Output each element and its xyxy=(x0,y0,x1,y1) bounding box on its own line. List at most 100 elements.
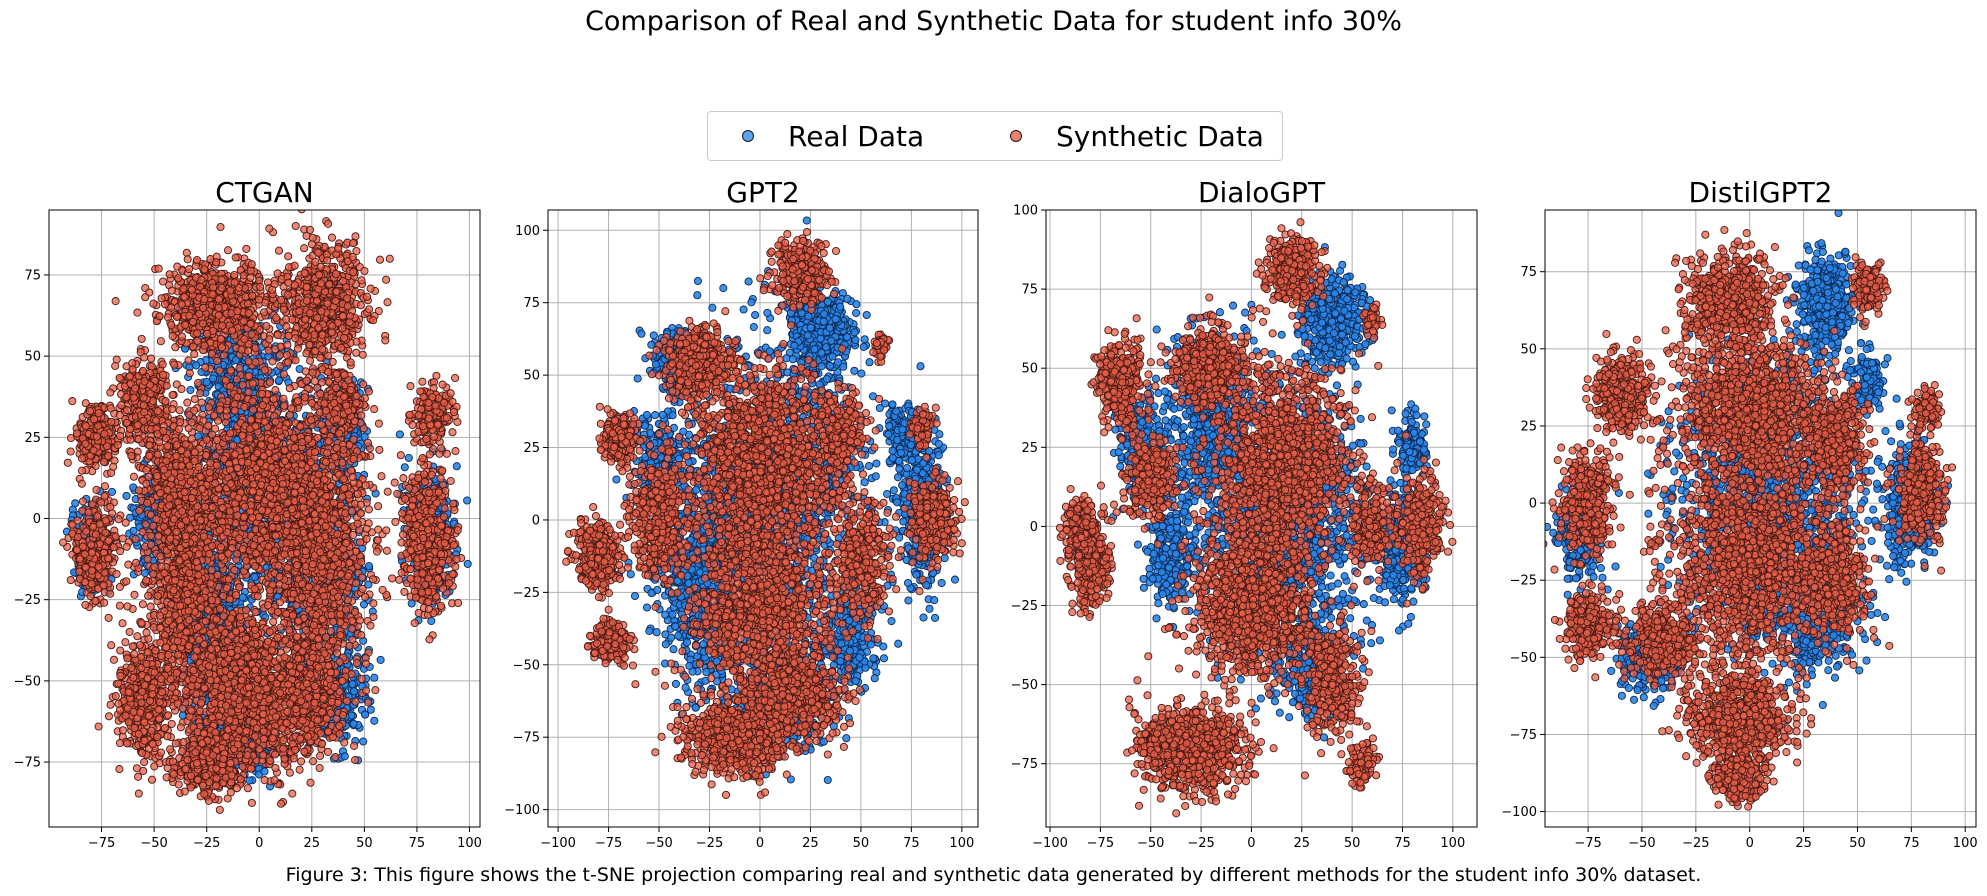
synthetic-point xyxy=(265,224,274,233)
synthetic-point xyxy=(260,308,269,317)
synthetic-point xyxy=(193,336,202,345)
synthetic-point xyxy=(365,305,374,314)
real-point xyxy=(274,376,283,385)
synthetic-point xyxy=(324,219,333,228)
synthetic-point xyxy=(256,282,265,291)
synthetic-point xyxy=(312,297,321,306)
synthetic-point xyxy=(235,364,244,373)
synthetic-point xyxy=(357,276,366,285)
synthetic-point xyxy=(356,301,365,310)
synthetic-point xyxy=(179,284,188,293)
synthetic-point xyxy=(360,266,369,276)
synthetic-point xyxy=(200,295,209,304)
synthetic-point xyxy=(293,344,302,353)
real-point xyxy=(404,453,413,462)
real-point xyxy=(359,737,368,746)
synthetic-point xyxy=(154,264,163,273)
synthetic-point xyxy=(305,340,314,349)
synthetic-point xyxy=(197,275,206,284)
synthetic-point xyxy=(300,244,309,253)
synthetic-point xyxy=(167,321,176,330)
synthetic-point xyxy=(305,225,315,234)
synthetic-point xyxy=(343,302,352,311)
real-point xyxy=(245,776,254,785)
synthetic-point xyxy=(331,296,340,305)
synthetic-point xyxy=(381,336,390,345)
real-point xyxy=(463,559,472,568)
synthetic-point xyxy=(200,341,209,350)
synthetic-point xyxy=(223,246,233,255)
synthetic-point xyxy=(155,312,164,321)
synthetic-point xyxy=(177,300,186,309)
synthetic-point xyxy=(301,315,310,324)
synthetic-point xyxy=(248,291,257,300)
real-point xyxy=(202,377,211,386)
synthetic-point xyxy=(165,270,174,279)
synthetic-point xyxy=(239,271,248,280)
real-point xyxy=(452,462,461,471)
synthetic-point xyxy=(302,283,311,292)
synthetic-point xyxy=(291,221,300,231)
synthetic-point xyxy=(383,298,392,307)
synthetic-point xyxy=(284,252,293,261)
synthetic-point xyxy=(230,278,239,287)
synthetic-point xyxy=(214,311,223,320)
synthetic-point xyxy=(300,268,309,278)
real-point xyxy=(349,719,358,728)
real-point xyxy=(122,491,131,500)
synthetic-point xyxy=(193,329,202,338)
synthetic-point xyxy=(181,320,190,329)
real-point xyxy=(400,463,409,472)
synthetic-point xyxy=(156,337,165,346)
synthetic-point xyxy=(226,286,235,295)
synthetic-point xyxy=(133,308,142,317)
synthetic-point xyxy=(231,253,240,262)
real-point xyxy=(349,687,359,696)
real-point xyxy=(370,673,379,682)
synthetic-point xyxy=(203,329,212,338)
synthetic-point xyxy=(198,319,208,328)
synthetic-point xyxy=(247,330,256,339)
synthetic-point xyxy=(283,340,292,349)
synthetic-point xyxy=(382,275,391,284)
synthetic-point xyxy=(268,285,277,294)
synthetic-point xyxy=(323,299,332,308)
synthetic-point xyxy=(242,244,251,253)
synthetic-point xyxy=(271,386,280,395)
synthetic-point xyxy=(291,356,300,365)
synthetic-point xyxy=(216,334,225,344)
synthetic-point xyxy=(284,331,293,340)
synthetic-point xyxy=(172,312,181,321)
synthetic-point xyxy=(243,299,253,308)
synthetic-point xyxy=(185,265,194,274)
synthetic-point xyxy=(214,295,223,304)
synthetic-point xyxy=(246,319,255,329)
figure-title: Comparison of Real and Synthetic Data fo… xyxy=(0,6,1987,37)
synthetic-point xyxy=(187,285,197,294)
synthetic-point xyxy=(363,292,372,301)
synthetic-point xyxy=(157,294,166,303)
synthetic-point xyxy=(274,246,284,255)
synthetic-point xyxy=(346,358,355,367)
synthetic-point xyxy=(216,222,225,232)
synthetic-point xyxy=(199,303,208,313)
synthetic-point xyxy=(180,292,189,302)
synthetic-point xyxy=(208,290,217,299)
synthetic-point xyxy=(348,252,357,262)
synthetic-point xyxy=(217,283,226,292)
synthetic-point xyxy=(352,348,361,357)
synthetic-point xyxy=(218,321,227,330)
synthetic-point xyxy=(190,350,199,359)
points-layer xyxy=(59,210,472,814)
synthetic-point xyxy=(141,293,150,302)
synthetic-point xyxy=(239,317,248,326)
synthetic-point xyxy=(200,265,209,274)
real-point xyxy=(340,752,349,761)
synthetic-point xyxy=(167,286,176,295)
synthetic-point xyxy=(302,349,311,358)
synthetic-point xyxy=(158,277,168,286)
synthetic-point xyxy=(213,356,222,366)
real-point xyxy=(376,655,385,664)
